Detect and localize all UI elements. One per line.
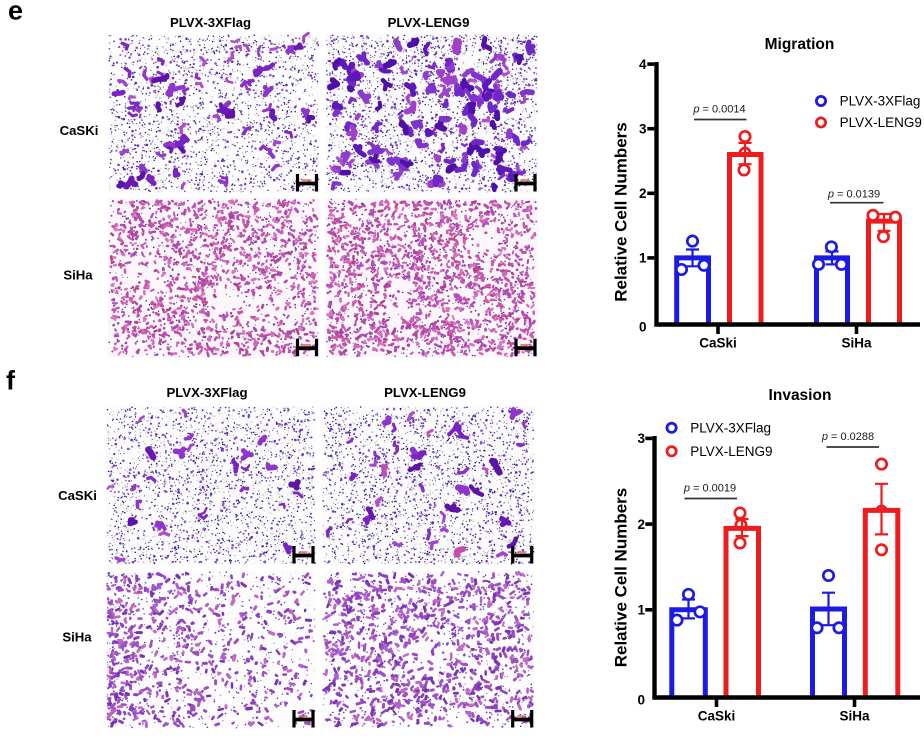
svg-text:PLVX-3XFlag: PLVX-3XFlag xyxy=(166,385,247,400)
svg-text:CaSKi: CaSKi xyxy=(58,488,97,503)
svg-text:SiHa: SiHa xyxy=(62,630,92,645)
svg-text:CaSki: CaSki xyxy=(698,709,736,724)
svg-text:4: 4 xyxy=(639,57,647,72)
svg-text:p = 0.0139: p = 0.0139 xyxy=(827,189,880,201)
svg-text:PLVX-LENG9: PLVX-LENG9 xyxy=(690,444,772,459)
svg-text:Relative Cell Numbers: Relative Cell Numbers xyxy=(611,488,630,668)
svg-text:PLVX-LENG9: PLVX-LENG9 xyxy=(840,115,922,130)
svg-text:Migration: Migration xyxy=(765,36,835,53)
svg-text:p = 0.0019: p = 0.0019 xyxy=(683,483,736,495)
svg-text:CaSKi: CaSKi xyxy=(60,123,99,138)
svg-text:SiHa: SiHa xyxy=(839,709,870,724)
svg-text:0: 0 xyxy=(639,319,647,334)
svg-text:PLVX-3XFlag: PLVX-3XFlag xyxy=(170,15,251,30)
svg-text:SiHa: SiHa xyxy=(63,268,93,283)
svg-text:2: 2 xyxy=(639,186,647,201)
svg-text:PLVX-3XFlag: PLVX-3XFlag xyxy=(840,94,921,109)
svg-text:PLVX-LENG9: PLVX-LENG9 xyxy=(388,15,470,30)
svg-text:1: 1 xyxy=(637,603,645,618)
svg-text:2: 2 xyxy=(637,517,645,532)
svg-text:3: 3 xyxy=(639,122,647,137)
svg-text:PLVX-3XFlag: PLVX-3XFlag xyxy=(690,421,771,436)
svg-text:e: e xyxy=(8,0,23,26)
svg-text:3: 3 xyxy=(637,431,645,446)
svg-text:PLVX-LENG9: PLVX-LENG9 xyxy=(384,385,466,400)
svg-text:1: 1 xyxy=(639,251,647,266)
svg-text:p = 0.0288: p = 0.0288 xyxy=(821,431,874,443)
svg-text:Invasion: Invasion xyxy=(769,387,832,404)
svg-text:f: f xyxy=(6,366,16,396)
svg-text:0: 0 xyxy=(637,692,645,707)
svg-text:Relative Cell Numbers: Relative Cell Numbers xyxy=(611,122,630,302)
svg-text:SiHa: SiHa xyxy=(841,336,872,351)
svg-text:CaSki: CaSki xyxy=(699,336,737,351)
svg-text:p = 0.0014: p = 0.0014 xyxy=(692,104,745,116)
